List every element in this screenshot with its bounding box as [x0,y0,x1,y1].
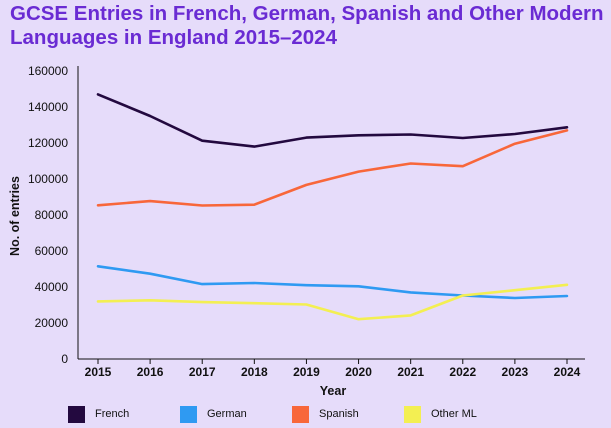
legend-swatch [68,405,85,423]
y-tick-label: 160000 [28,64,68,78]
series-line-spanish [96,129,569,207]
x-tick-label: 2024 [554,365,581,379]
series-line-german [96,264,569,300]
legend-swatch [292,405,309,423]
x-tick-label: 2017 [189,365,216,379]
y-tick-label: 100000 [28,172,68,186]
x-tick-label: 2022 [449,365,476,379]
legend-item: Spanish [292,404,359,424]
legend-label: French [95,408,130,420]
x-axis-label: Year [320,384,347,398]
series-lines [96,93,569,321]
y-tick-label: 40000 [35,280,69,294]
legend-item: German [180,404,247,424]
legend-swatch [404,405,421,423]
y-tick-label: 140000 [28,100,68,114]
legend: French German Spanish Other ML [68,404,598,424]
chart-title: GCSE Entries in French, German, Spanish … [10,2,604,49]
legend-label: Spanish [319,408,359,420]
series-line-french [96,93,569,148]
y-tick-label: 20000 [35,316,69,330]
line-chart: 0 20000 40000 60000 80000 100000 120000 140000 1… [8,64,585,398]
x-tick-label: 2019 [293,365,320,379]
legend-item: Other ML [404,404,477,424]
y-tick-label: 80000 [35,208,69,222]
legend-swatch [180,405,197,423]
x-tick-label: 2018 [241,365,268,379]
x-tick-label: 2023 [502,365,529,379]
x-tick-label: 2021 [397,365,424,379]
legend-label: Other ML [431,408,477,420]
y-tick-label: 60000 [35,244,69,258]
x-axis-ticks: 2015 2016 2017 2018 2019 2020 2021 2022 2023 2024 [85,359,581,379]
legend-label: German [207,408,247,420]
y-axis-ticks: 0 20000 40000 60000 80000 100000 120000 140000 1… [28,64,68,366]
x-tick-label: 2015 [85,365,112,379]
y-tick-label: 120000 [28,136,68,150]
y-tick-label: 0 [61,352,68,366]
x-tick-label: 2020 [345,365,372,379]
x-tick-label: 2016 [137,365,164,379]
legend-item: French [68,404,129,424]
y-axis-label: No. of entries [8,176,22,256]
series-line-other-ml [96,283,569,321]
